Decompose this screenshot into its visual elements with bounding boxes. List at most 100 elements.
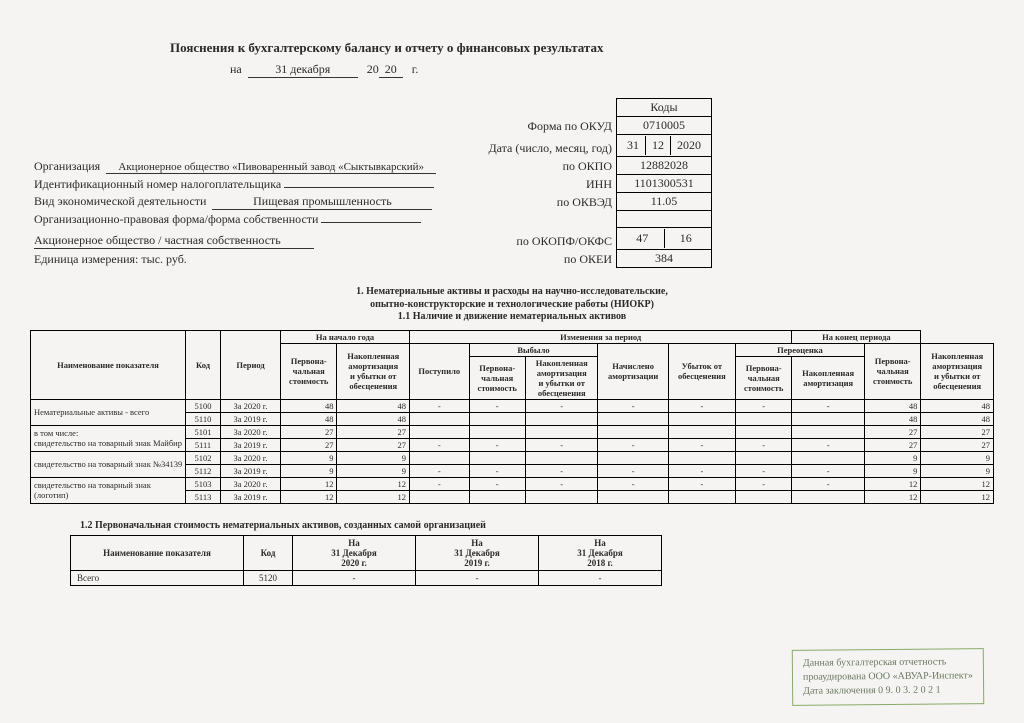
- cell: [735, 425, 791, 438]
- cell: [668, 425, 735, 438]
- okpo-label: по ОКПО: [468, 157, 617, 175]
- cell: 27: [337, 425, 410, 438]
- t2-c3: На 31 Декабря 2018 г.: [539, 535, 662, 570]
- t2-code: Код: [244, 535, 293, 570]
- cell: -: [735, 399, 791, 412]
- th-start: На начало года: [281, 330, 410, 343]
- org-label: Организация: [34, 159, 100, 173]
- cell: -: [598, 399, 668, 412]
- date-d: 31: [621, 136, 646, 155]
- cell: 12: [281, 490, 337, 503]
- cell: 12: [921, 477, 994, 490]
- document-header: Пояснения к бухгалтерскому балансу и отч…: [170, 40, 994, 78]
- org-value: Акционерное общество «Пивоваренный завод…: [106, 161, 436, 174]
- date-g: г.: [412, 62, 419, 76]
- th-changes: Изменения за период: [409, 330, 791, 343]
- cell: [735, 412, 791, 425]
- cell: -: [598, 464, 668, 477]
- cell: За 2020 г.: [221, 425, 281, 438]
- cell: 48: [864, 399, 920, 412]
- cell: -: [469, 438, 525, 451]
- cell: 5100: [186, 399, 221, 412]
- cell: -: [409, 464, 469, 477]
- date-year-suffix: 20: [379, 62, 403, 78]
- cell: 12: [864, 477, 920, 490]
- cell: [598, 412, 668, 425]
- cell: [668, 451, 735, 464]
- th-end-cost: Первона- чальная стоимость: [864, 343, 920, 399]
- table-1-2: Наименование показателя Код На 31 Декабр…: [70, 535, 662, 586]
- cell: 48: [337, 412, 410, 425]
- cell: 27: [864, 438, 920, 451]
- th-end-amort: Накопленная амортизация и убытки от обес…: [921, 343, 994, 399]
- cell: -: [668, 477, 735, 490]
- okei-code: 384: [617, 250, 712, 268]
- cell: -: [598, 438, 668, 451]
- cell: -: [735, 464, 791, 477]
- cell: 27: [337, 438, 410, 451]
- cell: [469, 451, 525, 464]
- cell: 12: [864, 490, 920, 503]
- cell: 48: [921, 399, 994, 412]
- row-name: свидетельство на товарный знак (логотип): [31, 477, 186, 503]
- cell: За 2020 г.: [221, 451, 281, 464]
- form-label: Организационно-правовая форма/форма собс…: [34, 212, 318, 226]
- cell: -: [525, 477, 598, 490]
- cell: 48: [281, 412, 337, 425]
- cell: 5110: [186, 412, 221, 425]
- cell: [792, 425, 865, 438]
- th-in: Поступило: [409, 343, 469, 399]
- date-year-prefix: 20: [367, 62, 379, 76]
- cell: [409, 412, 469, 425]
- cell: [469, 412, 525, 425]
- codes-header: Коды: [617, 99, 712, 117]
- cell: 5113: [186, 490, 221, 503]
- cell: 48: [864, 412, 920, 425]
- cell: -: [525, 464, 598, 477]
- th-out: Выбыло: [469, 343, 598, 356]
- t2-row-name: Всего: [71, 570, 244, 585]
- section2-title: 1.2 Первоначальная стоимость нематериаль…: [80, 520, 994, 531]
- th-out-cost: Первона- чальная стоимость: [469, 356, 525, 399]
- cell: [469, 490, 525, 503]
- cell: [735, 490, 791, 503]
- date-y: 2020: [671, 136, 708, 155]
- t2-row-code: 5120: [244, 570, 293, 585]
- audit-stamp: Данная бухгалтерская отчетность проаудир…: [792, 648, 984, 706]
- cell: -: [668, 438, 735, 451]
- cell: [469, 425, 525, 438]
- cell: 27: [281, 438, 337, 451]
- inn-label: Идентификационный номер налогоплательщик…: [34, 177, 281, 191]
- date-m: 12: [646, 136, 671, 155]
- cell: 5102: [186, 451, 221, 464]
- th-loss: Убыток от обесценения: [668, 343, 735, 399]
- cell: 27: [864, 425, 920, 438]
- okved-code: 11.05: [617, 193, 712, 211]
- okved-label: по ОКВЭД: [468, 193, 617, 211]
- okpo-code: 12882028: [617, 157, 712, 175]
- cell: 9: [281, 464, 337, 477]
- th-out-amort: Накопленная амортизация и убытки от обес…: [525, 356, 598, 399]
- cell: -: [598, 477, 668, 490]
- cell: [792, 412, 865, 425]
- cell: 9: [281, 451, 337, 464]
- date-day-month: 31 декабря: [248, 62, 358, 78]
- cell: [525, 490, 598, 503]
- cell: 27: [921, 425, 994, 438]
- cell: -: [525, 438, 598, 451]
- cell: -: [792, 464, 865, 477]
- cell: За 2019 г.: [221, 464, 281, 477]
- date-prefix: на: [230, 62, 242, 76]
- cell: 12: [921, 490, 994, 503]
- okei-label: по ОКЕИ: [468, 250, 617, 268]
- cell: 9: [337, 464, 410, 477]
- cell: 9: [337, 451, 410, 464]
- th-reval: Переоценка: [735, 343, 864, 356]
- table-1-1: Наименование показателя Код Период На на…: [30, 330, 994, 504]
- cell: За 2019 г.: [221, 490, 281, 503]
- cell: 5111: [186, 438, 221, 451]
- cell: За 2020 г.: [221, 399, 281, 412]
- cell: -: [735, 438, 791, 451]
- okopf-code: 47 16: [617, 228, 712, 250]
- th-name: Наименование показателя: [31, 330, 186, 399]
